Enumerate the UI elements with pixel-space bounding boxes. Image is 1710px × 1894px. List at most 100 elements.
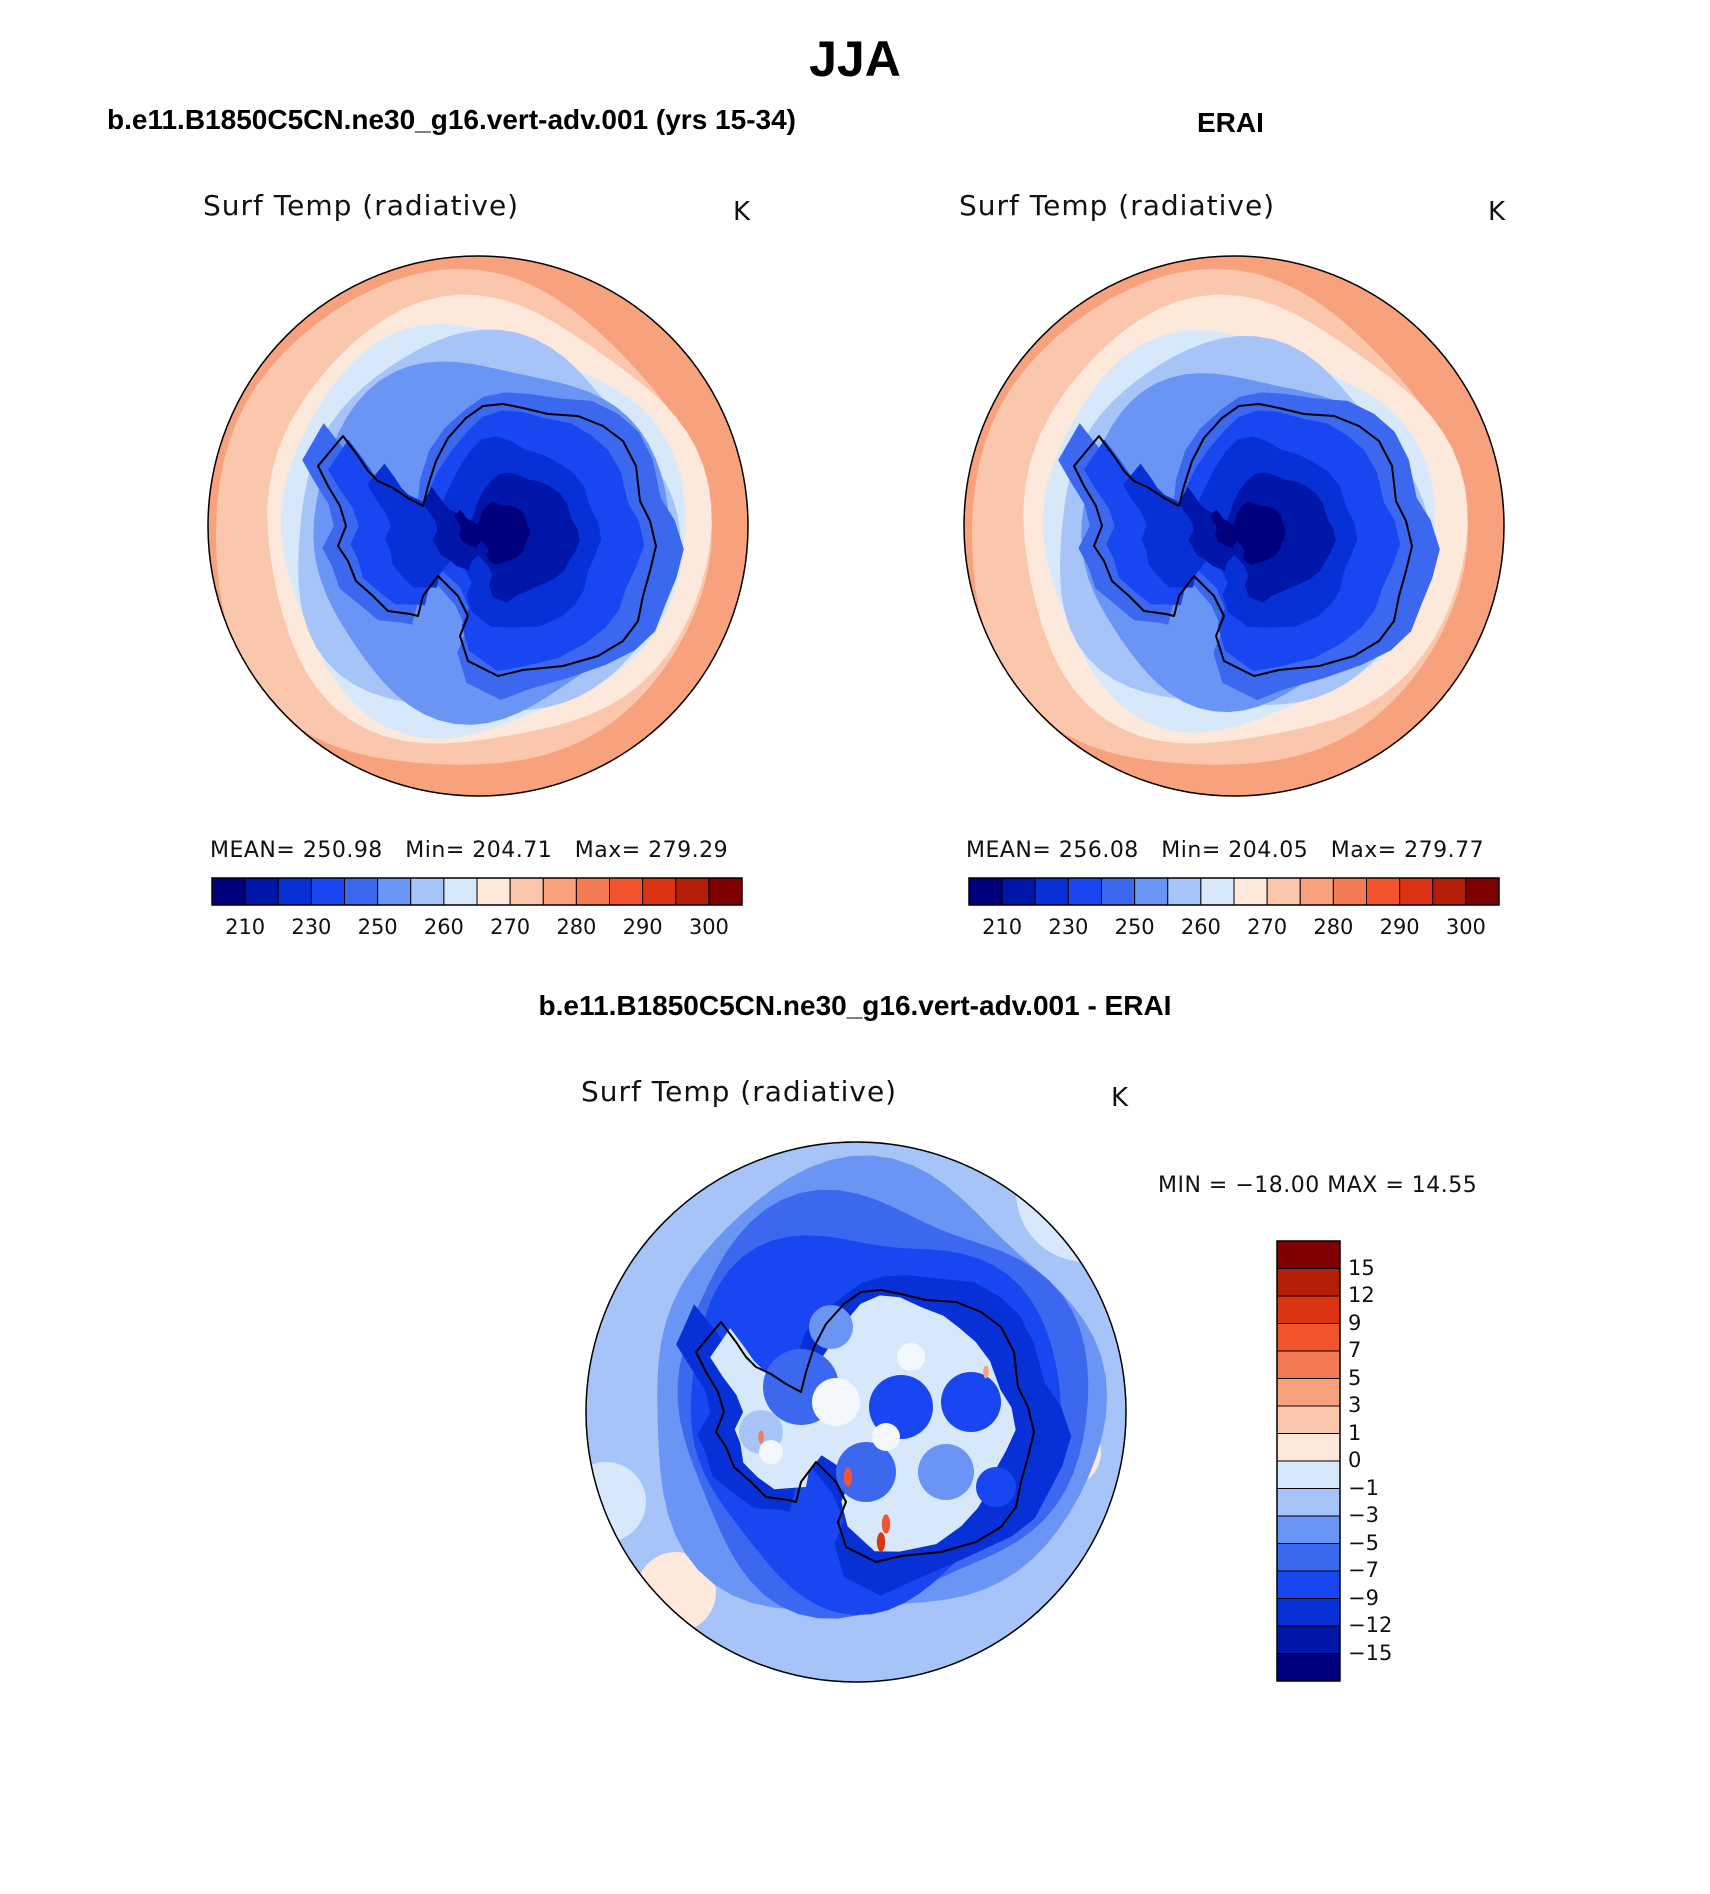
colorbar-box [1366, 877, 1401, 906]
colorbar-box [344, 877, 379, 906]
colorbar-box [1276, 1460, 1341, 1489]
colorbar-tick-label: −15 [1348, 1640, 1393, 1665]
obs-case-title: ERAI [1197, 107, 1264, 138]
colorbar-box [244, 877, 279, 906]
antarctica-coastline [1073, 403, 1413, 677]
contour-fill [586, 1142, 1126, 1682]
colorbar-box [1276, 1598, 1341, 1627]
colorbar-tick-label: 0 [1348, 1448, 1362, 1472]
colorbar-tick-label: 280 [1313, 915, 1354, 939]
colorbar-tick-label: 260 [423, 915, 464, 939]
colorbar-box [1276, 1268, 1341, 1297]
contour-band [809, 1305, 853, 1349]
colorbar-box [1034, 877, 1069, 906]
colorbar-tick-label: 3 [1348, 1393, 1362, 1417]
model-stats: MEAN= 250.98 Min= 204.71 Max= 279.29 [210, 838, 728, 863]
colorbar-box [476, 877, 511, 906]
max-value: 279.29 [648, 838, 729, 863]
diff-units-label: K [1111, 1083, 1129, 1113]
colorbar-box [1299, 877, 1334, 906]
colorbar-tick-label: 280 [556, 915, 597, 939]
colorbar-box [1276, 1350, 1341, 1379]
contour-band [843, 1467, 853, 1487]
contour-fill [208, 256, 748, 796]
colorbar-box [1276, 1240, 1341, 1269]
colorbar-tick-label: 1 [1348, 1420, 1362, 1445]
colorbar-tick-label: 12 [1348, 1283, 1375, 1307]
colorbar-box [1276, 1488, 1341, 1517]
colorbar-box [443, 877, 478, 906]
colorbar-tick-label: −3 [1348, 1503, 1379, 1527]
model-units-label: K [733, 197, 751, 227]
colorbar-box [1432, 877, 1467, 906]
colorbar-box [1167, 877, 1202, 906]
colorbar-tick-label: 300 [1445, 915, 1486, 939]
contour-band [881, 1514, 891, 1534]
colorbar-box [1276, 1515, 1341, 1544]
colorbar-tick-label: −7 [1348, 1558, 1379, 1582]
max-label: Max= [1330, 838, 1397, 863]
colorbar-frame [968, 877, 1500, 906]
mean-value: 250.98 [302, 838, 383, 863]
diff-colorbar [1276, 1240, 1341, 1682]
colorbar-tick-label: 270 [490, 915, 531, 939]
max-value: 279.77 [1404, 838, 1485, 863]
contour-band [586, 1462, 646, 1542]
colorbar-box [542, 877, 577, 906]
colorbar-box [968, 877, 1003, 906]
colorbar-frame [211, 877, 743, 906]
colorbar-box [1276, 1295, 1341, 1324]
colorbar-tick-label: −12 [1348, 1613, 1393, 1637]
colorbar-tick-label: 300 [688, 915, 729, 939]
contour-band [941, 1372, 1001, 1432]
colorbar-tick-label: 270 [1247, 915, 1288, 939]
colorbar-tick-label: 7 [1348, 1338, 1362, 1362]
colorbar-tick-label: 250 [1114, 915, 1155, 939]
diff-variable-label: Surf Temp (radiative) [581, 1075, 898, 1108]
colorbar-box [1276, 1378, 1341, 1407]
colorbar-tick-label: −5 [1348, 1530, 1379, 1555]
colorbar-box [1276, 1625, 1341, 1654]
colorbar-box [1134, 877, 1169, 906]
contour-band [897, 1343, 925, 1371]
diff-case-title: b.e11.B1850C5CN.ne30_g16.vert-adv.001 - … [538, 990, 1172, 1021]
colorbar-box [1276, 1405, 1341, 1434]
colorbar-tick-label: 15 [1348, 1255, 1375, 1280]
colorbar-box [642, 877, 677, 906]
contour-band [1016, 1142, 1126, 1262]
colorbar-box [1101, 877, 1136, 906]
colorbar-box [410, 877, 445, 906]
colorbar-box [708, 877, 743, 906]
colorbar-tick-label: 260 [1180, 915, 1221, 939]
colorbar-box [609, 877, 644, 906]
min-label: Min= [1161, 838, 1221, 863]
model-case-title: b.e11.B1850C5CN.ne30_g16.vert-adv.001 (y… [107, 104, 796, 135]
obs-polar-map [963, 255, 1505, 797]
colorbar-tick-label: 210 [982, 915, 1023, 939]
colorbar-tick-label: 250 [357, 915, 398, 939]
max-label: Max= [574, 838, 641, 863]
colorbar-box [377, 877, 412, 906]
colorbar-frame [1276, 1240, 1341, 1682]
colorbar-box [1276, 1543, 1341, 1572]
colorbar-tick-label: 230 [291, 915, 332, 939]
contour-band [872, 1423, 900, 1451]
contour-fill [964, 256, 1504, 796]
map-border [963, 255, 1505, 797]
colorbar-tick-label: 210 [225, 915, 266, 939]
season-title: JJA [809, 31, 901, 87]
contour-band [869, 1375, 933, 1439]
diff-polar-map [585, 1141, 1127, 1683]
colorbar-box [1276, 1570, 1341, 1599]
contour-band [983, 1365, 989, 1379]
colorbar-box [211, 877, 246, 906]
min-label: Min= [405, 838, 465, 863]
min-value: 204.05 [1228, 838, 1309, 863]
colorbar-box [1200, 877, 1235, 906]
colorbar-box [310, 877, 345, 906]
map-border [585, 1141, 1127, 1683]
contour-band [586, 1142, 676, 1242]
colorbar-box [1276, 1433, 1341, 1462]
obs-stats: MEAN= 256.08 Min= 204.05 Max= 279.77 [966, 838, 1484, 863]
contour-band [876, 1532, 886, 1552]
